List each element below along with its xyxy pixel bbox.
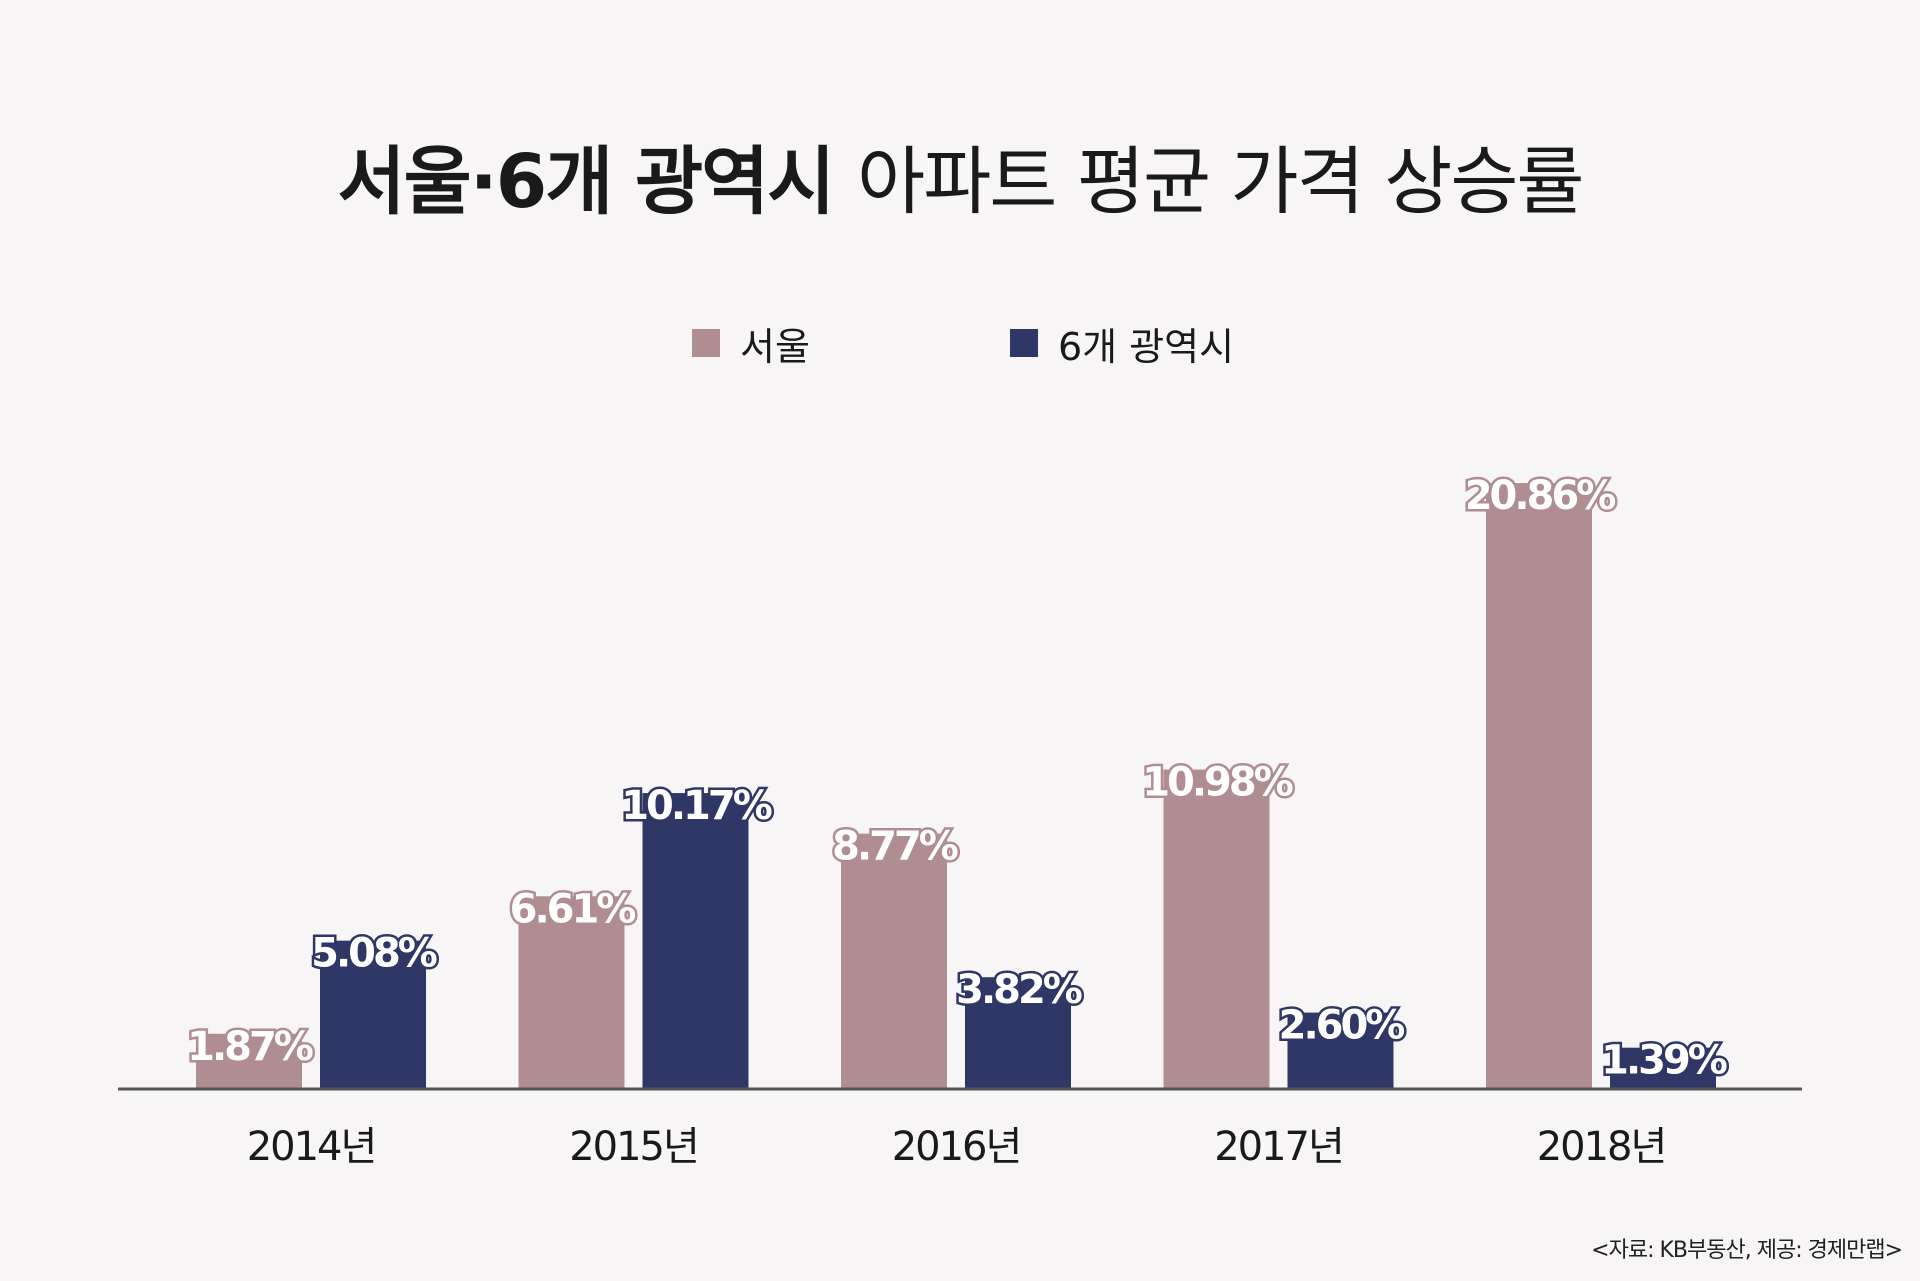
data-label-seoul-2017년: 10.98% xyxy=(1142,760,1293,806)
x-tick-label: 2017년 xyxy=(1214,1124,1343,1170)
bar-seoul-2018년 xyxy=(1486,483,1592,1088)
bar-metro-2018년 xyxy=(1610,1047,1716,1088)
data-label-seoul-2016년: 8.77% xyxy=(832,824,958,870)
x-tick-label: 2016년 xyxy=(892,1124,1021,1170)
data-label-metro-2018년: 1.39% xyxy=(1601,1038,1727,1084)
source-note: <자료: KB부동산, 제공: 경제만랩> xyxy=(1591,1238,1903,1263)
chart-title-bold: 서울·6개 광역시 xyxy=(337,139,836,225)
data-label-seoul-2014년: 1.87% xyxy=(187,1024,313,1070)
x-tick-label: 2015년 xyxy=(569,1124,698,1170)
legend-label-seoul: 서울 xyxy=(740,324,810,369)
data-label-seoul-2015년: 6.61% xyxy=(510,886,636,932)
x-tick-label: 2014년 xyxy=(247,1124,376,1170)
chart-title: 서울·6개 광역시 아파트 평균 가격 상승률 xyxy=(0,145,1920,219)
legend-item-seoul: 서울 xyxy=(692,318,810,369)
chart-title-light: 아파트 평균 가격 상승률 xyxy=(857,139,1584,225)
bar-seoul-2014년 xyxy=(196,1033,302,1088)
data-label-metro-2017년: 2.60% xyxy=(1279,1003,1405,1049)
legend-item-metro: 6개 광역시 xyxy=(1010,318,1235,369)
data-label-metro-2016년: 3.82% xyxy=(956,967,1082,1013)
bar-metro-2017년 xyxy=(1287,1012,1394,1088)
legend-swatch-seoul xyxy=(692,329,720,357)
legend-swatch-metro xyxy=(1010,329,1038,357)
legend-label-metro: 6개 광역시 xyxy=(1058,324,1235,369)
data-label-metro-2014년: 5.08% xyxy=(311,931,437,977)
bar-metro-2016년 xyxy=(965,977,1071,1088)
data-label-seoul-2018년: 20.86% xyxy=(1465,473,1616,519)
bar-seoul-2015년 xyxy=(518,896,625,1088)
bar-metro-2015년 xyxy=(642,793,749,1088)
bar-seoul-2017년 xyxy=(1163,769,1270,1088)
bar-metro-2014년 xyxy=(320,940,426,1088)
data-label-metro-2015년: 10.17% xyxy=(621,783,772,829)
x-tick-label: 2018년 xyxy=(1537,1124,1666,1170)
bar-seoul-2016년 xyxy=(841,833,947,1088)
